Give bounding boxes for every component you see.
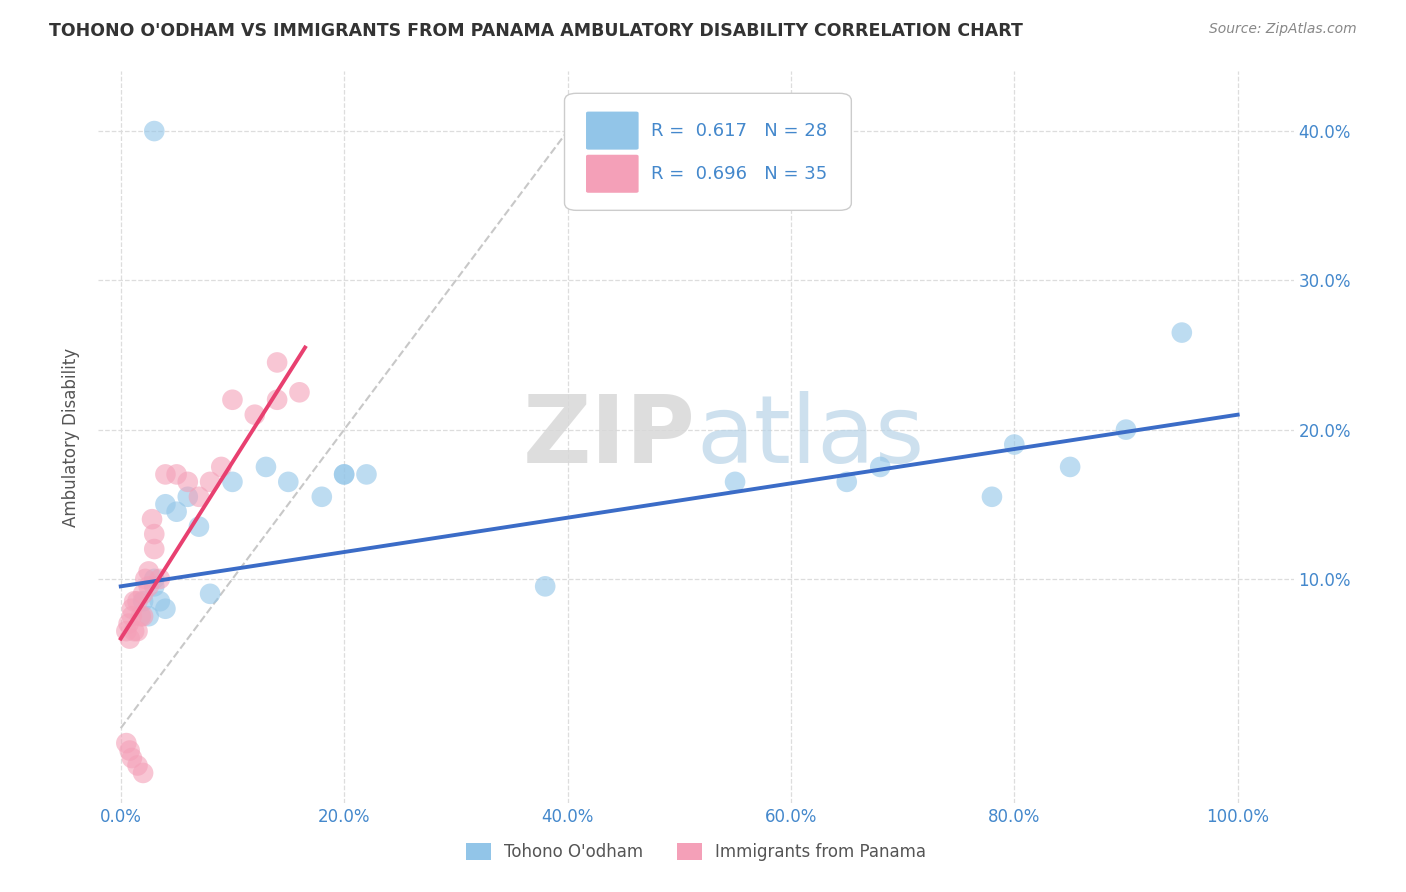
Text: R =  0.617   N = 28: R = 0.617 N = 28 [651, 122, 827, 140]
FancyBboxPatch shape [565, 94, 852, 211]
Point [724, 475, 747, 489]
Point [177, 490, 200, 504]
Point [132, 609, 155, 624]
Point [534, 579, 557, 593]
Point [132, 587, 155, 601]
Point [187, 519, 209, 533]
Legend: Tohono O'odham, Immigrants from Panama: Tohono O'odham, Immigrants from Panama [460, 836, 932, 868]
Point [177, 475, 200, 489]
Y-axis label: Ambulatory Disability: Ambulatory Disability [62, 348, 80, 526]
Point [117, 616, 139, 631]
Text: ZIP: ZIP [523, 391, 696, 483]
Point [198, 587, 221, 601]
Point [121, 751, 143, 765]
Point [266, 355, 288, 369]
Text: TOHONO O'ODHAM VS IMMIGRANTS FROM PANAMA AMBULATORY DISABILITY CORRELATION CHART: TOHONO O'ODHAM VS IMMIGRANTS FROM PANAMA… [49, 22, 1024, 40]
Text: R =  0.696   N = 35: R = 0.696 N = 35 [651, 165, 827, 183]
Point [266, 392, 288, 407]
Point [311, 490, 333, 504]
Point [166, 505, 188, 519]
Point [143, 542, 166, 557]
Point [333, 467, 356, 482]
Text: atlas: atlas [696, 391, 924, 483]
Point [254, 459, 277, 474]
Point [115, 624, 138, 639]
Point [221, 475, 243, 489]
Point [835, 475, 858, 489]
Point [221, 392, 243, 407]
Point [143, 579, 166, 593]
Point [132, 766, 155, 780]
Point [1171, 326, 1194, 340]
Point [277, 475, 299, 489]
Point [155, 601, 177, 615]
Point [132, 594, 155, 608]
Point [121, 601, 143, 615]
Point [155, 497, 177, 511]
Point [198, 475, 221, 489]
Point [141, 512, 163, 526]
Point [143, 527, 166, 541]
Point [981, 490, 1004, 504]
Point [118, 743, 141, 757]
Text: Source: ZipAtlas.com: Source: ZipAtlas.com [1209, 22, 1357, 37]
Point [127, 594, 149, 608]
Point [333, 467, 356, 482]
Point [243, 408, 266, 422]
Point [129, 609, 152, 624]
Point [127, 624, 149, 639]
Point [288, 385, 311, 400]
Point [115, 736, 138, 750]
FancyBboxPatch shape [586, 112, 638, 150]
Point [121, 609, 143, 624]
Point [166, 467, 188, 482]
Point [122, 594, 145, 608]
Point [1059, 459, 1081, 474]
Point [149, 572, 172, 586]
Point [1115, 423, 1137, 437]
Point [187, 490, 209, 504]
Point [134, 572, 156, 586]
Point [149, 594, 172, 608]
Point [122, 624, 145, 639]
Point [127, 758, 149, 772]
Point [1002, 437, 1025, 451]
Point [138, 565, 160, 579]
Point [118, 632, 141, 646]
Point [155, 467, 177, 482]
Point [356, 467, 378, 482]
Point [143, 572, 166, 586]
Point [209, 459, 232, 474]
Point [869, 459, 891, 474]
Point [138, 609, 160, 624]
FancyBboxPatch shape [586, 154, 638, 193]
Point [138, 579, 160, 593]
Point [143, 124, 166, 138]
